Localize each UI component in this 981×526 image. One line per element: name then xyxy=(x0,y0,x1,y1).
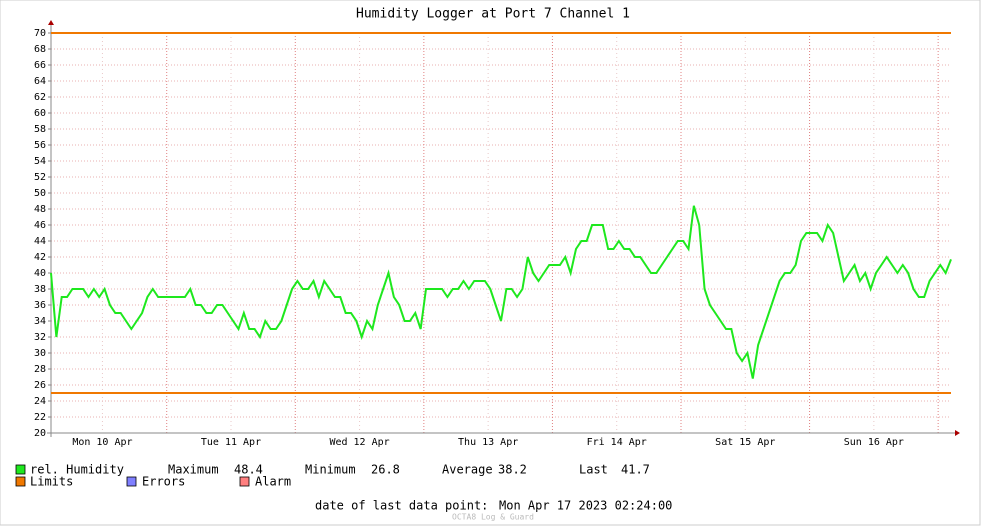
footer-label: date of last data point: xyxy=(315,499,488,513)
grid: 20 22 24 26 28 30 32 34 36 38 40 42 44 46 48 50 52 54 56 58… xyxy=(34,20,960,448)
x-tick-label: Tue 11 Apr xyxy=(201,437,261,448)
y-tick-label: 20 xyxy=(34,428,46,439)
footer-value: Mon Apr 17 2023 02:24:00 xyxy=(499,499,672,513)
legend: rel. Humidity Maximum 48.4 Minimum 26.8 Avera… xyxy=(15,463,650,489)
x-tick-label: Sun 16 Apr xyxy=(844,437,904,448)
y-tick-label: 54 xyxy=(34,156,46,167)
y-tick-label: 68 xyxy=(34,44,46,55)
y-tick-label: 36 xyxy=(34,300,46,311)
y-tick-label: 26 xyxy=(34,380,46,391)
stat-value: 48.4 xyxy=(234,463,263,477)
legend-label: Errors xyxy=(142,475,185,489)
x-tick-label: Thu 13 Apr xyxy=(458,437,518,448)
legend-swatch xyxy=(15,476,26,487)
y-tick-label: 60 xyxy=(34,108,46,119)
stat-value: 26.8 xyxy=(371,463,400,477)
axis-arrow xyxy=(48,20,54,25)
y-tick-label: 66 xyxy=(34,60,46,71)
y-tick-label: 22 xyxy=(34,412,46,423)
legend-label: rel. Humidity xyxy=(30,463,124,477)
y-tick-label: 50 xyxy=(34,188,46,199)
legend-label: Alarm xyxy=(255,475,291,489)
x-tick-label: Wed 12 Apr xyxy=(329,437,389,448)
y-tick-label: 44 xyxy=(34,236,46,247)
stat-label: Average xyxy=(442,463,493,477)
y-tick-label: 46 xyxy=(34,220,46,231)
legend-label: Limits xyxy=(30,475,73,489)
stat-value: 41.7 xyxy=(621,463,650,477)
legend-swatch xyxy=(239,476,250,487)
x-tick-label: Sat 15 Apr xyxy=(715,437,775,448)
axis-arrow xyxy=(955,430,960,436)
y-tick-label: 56 xyxy=(34,140,46,151)
y-tick-label: 34 xyxy=(34,316,46,327)
y-tick-label: 58 xyxy=(34,124,46,135)
y-tick-label: 38 xyxy=(34,284,46,295)
y-tick-label: 52 xyxy=(34,172,46,183)
y-tick-label: 24 xyxy=(34,396,46,407)
watermark: OCTA8 Log & Guard xyxy=(452,513,534,522)
legend-swatch xyxy=(126,476,137,487)
data-line xyxy=(50,205,952,379)
y-tick-label: 64 xyxy=(34,76,46,87)
stat-label: Maximum xyxy=(168,463,219,477)
y-tick-label: 28 xyxy=(34,364,46,375)
y-tick-label: 30 xyxy=(34,348,46,359)
plot xyxy=(50,32,952,394)
stat-label: Last xyxy=(579,463,608,477)
y-tick-label: 48 xyxy=(34,204,46,215)
x-tick-label: Mon 10 Apr xyxy=(72,437,132,448)
stat-label: Minimum xyxy=(305,463,356,477)
stat-value: 38.2 xyxy=(498,463,527,477)
y-tick-label: 40 xyxy=(34,268,46,279)
y-tick-label: 32 xyxy=(34,332,46,343)
legend-swatch xyxy=(15,464,26,475)
y-tick-label: 42 xyxy=(34,252,46,263)
x-tick-label: Fri 14 Apr xyxy=(587,437,647,448)
y-tick-label: 62 xyxy=(34,92,46,103)
chart-title: Humidity Logger at Port 7 Channel 1 xyxy=(356,7,630,22)
y-tick-label: 70 xyxy=(34,28,46,39)
